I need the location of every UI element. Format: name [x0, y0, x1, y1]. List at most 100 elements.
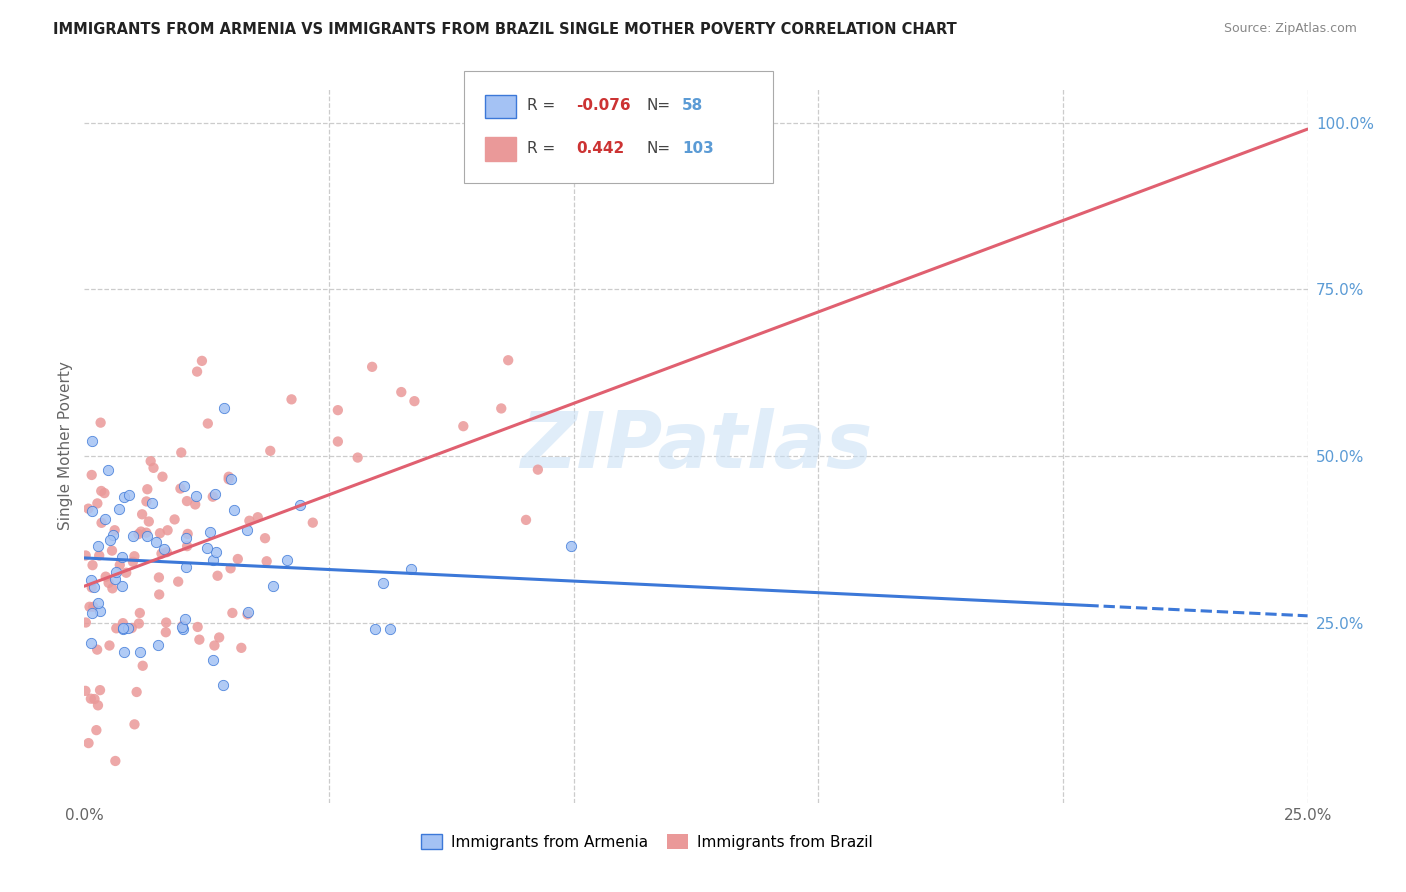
Text: ZIPatlas: ZIPatlas: [520, 408, 872, 484]
Point: [221, 606, 243, 620]
Point: [75, 549, 97, 563]
Point: [87, 698, 110, 713]
Point: [187, 620, 209, 634]
Point: [124, 717, 146, 731]
Point: [87, 597, 110, 611]
Point: [97, 575, 120, 590]
Point: [326, 434, 349, 449]
Point: [79, 573, 101, 587]
Point: [238, 514, 260, 528]
Point: [222, 503, 245, 517]
Point: [236, 605, 259, 619]
Text: N=: N=: [647, 98, 671, 112]
Point: [201, 490, 224, 504]
Point: [361, 359, 384, 374]
Point: [156, 545, 179, 559]
Point: [111, 579, 134, 593]
Point: [170, 445, 193, 459]
Point: [173, 479, 195, 493]
Point: [82, 558, 104, 573]
Point: [219, 561, 242, 575]
Point: [115, 566, 138, 580]
Point: [453, 419, 475, 434]
Text: IMMIGRANTS FROM ARMENIA VS IMMIGRANTS FROM BRAZIL SINGLE MOTHER POVERTY CORRELAT: IMMIGRANTS FROM ARMENIA VS IMMIGRANTS FR…: [53, 22, 957, 37]
Point: [155, 625, 177, 640]
Point: [236, 607, 259, 622]
Point: [141, 496, 163, 510]
Point: [136, 528, 159, 542]
Point: [491, 401, 513, 416]
Point: [98, 639, 121, 653]
Point: [326, 403, 349, 417]
Point: [176, 527, 198, 541]
Point: [86, 723, 108, 738]
Point: [93, 486, 115, 500]
Point: [104, 566, 127, 580]
Point: [280, 392, 302, 407]
Point: [201, 553, 224, 567]
Point: [226, 552, 249, 566]
Point: [172, 622, 194, 636]
Point: [108, 558, 131, 572]
Point: [83, 692, 105, 706]
Point: [195, 541, 218, 556]
Point: [112, 490, 135, 504]
Point: [276, 553, 298, 567]
Point: [153, 541, 176, 556]
Point: [150, 547, 173, 561]
Point: [77, 736, 100, 750]
Point: [86, 496, 108, 510]
Point: [235, 523, 257, 537]
Text: 103: 103: [682, 141, 714, 155]
Point: [94, 569, 117, 583]
Point: [128, 606, 150, 620]
Point: [89, 604, 111, 618]
Point: [124, 549, 146, 564]
Legend: Immigrants from Armenia, Immigrants from Brazil: Immigrants from Armenia, Immigrants from…: [415, 828, 879, 855]
Text: R =: R =: [527, 141, 555, 155]
Point: [136, 482, 159, 496]
Point: [121, 621, 143, 635]
Text: -0.076: -0.076: [576, 98, 631, 112]
Point: [174, 531, 197, 545]
Text: N=: N=: [647, 141, 671, 155]
Point: [79, 636, 101, 650]
Point: [148, 587, 170, 601]
Point: [80, 434, 103, 448]
Point: [89, 683, 111, 698]
Point: [80, 467, 103, 482]
Point: [125, 685, 148, 699]
Point: [80, 504, 103, 518]
Point: [132, 658, 155, 673]
Text: R =: R =: [527, 98, 555, 112]
Point: [80, 581, 103, 595]
Point: [75, 615, 97, 630]
Point: [122, 555, 145, 569]
Point: [201, 653, 224, 667]
Point: [169, 482, 191, 496]
Point: [86, 642, 108, 657]
Point: [748, 122, 770, 136]
Point: [259, 443, 281, 458]
Point: [129, 524, 152, 539]
Point: [90, 483, 112, 498]
Point: [176, 494, 198, 508]
Point: [399, 562, 422, 576]
Point: [127, 527, 149, 541]
Text: 58: 58: [682, 98, 703, 112]
Point: [184, 498, 207, 512]
Point: [104, 754, 127, 768]
Point: [515, 513, 537, 527]
Point: [145, 534, 167, 549]
Point: [118, 488, 141, 502]
Point: [170, 620, 193, 634]
Point: [104, 523, 127, 537]
Point: [105, 621, 128, 635]
Point: [101, 543, 124, 558]
Point: [389, 385, 412, 400]
Point: [139, 454, 162, 468]
Point: [527, 463, 550, 477]
Point: [131, 508, 153, 522]
Point: [146, 638, 169, 652]
Point: [208, 631, 231, 645]
